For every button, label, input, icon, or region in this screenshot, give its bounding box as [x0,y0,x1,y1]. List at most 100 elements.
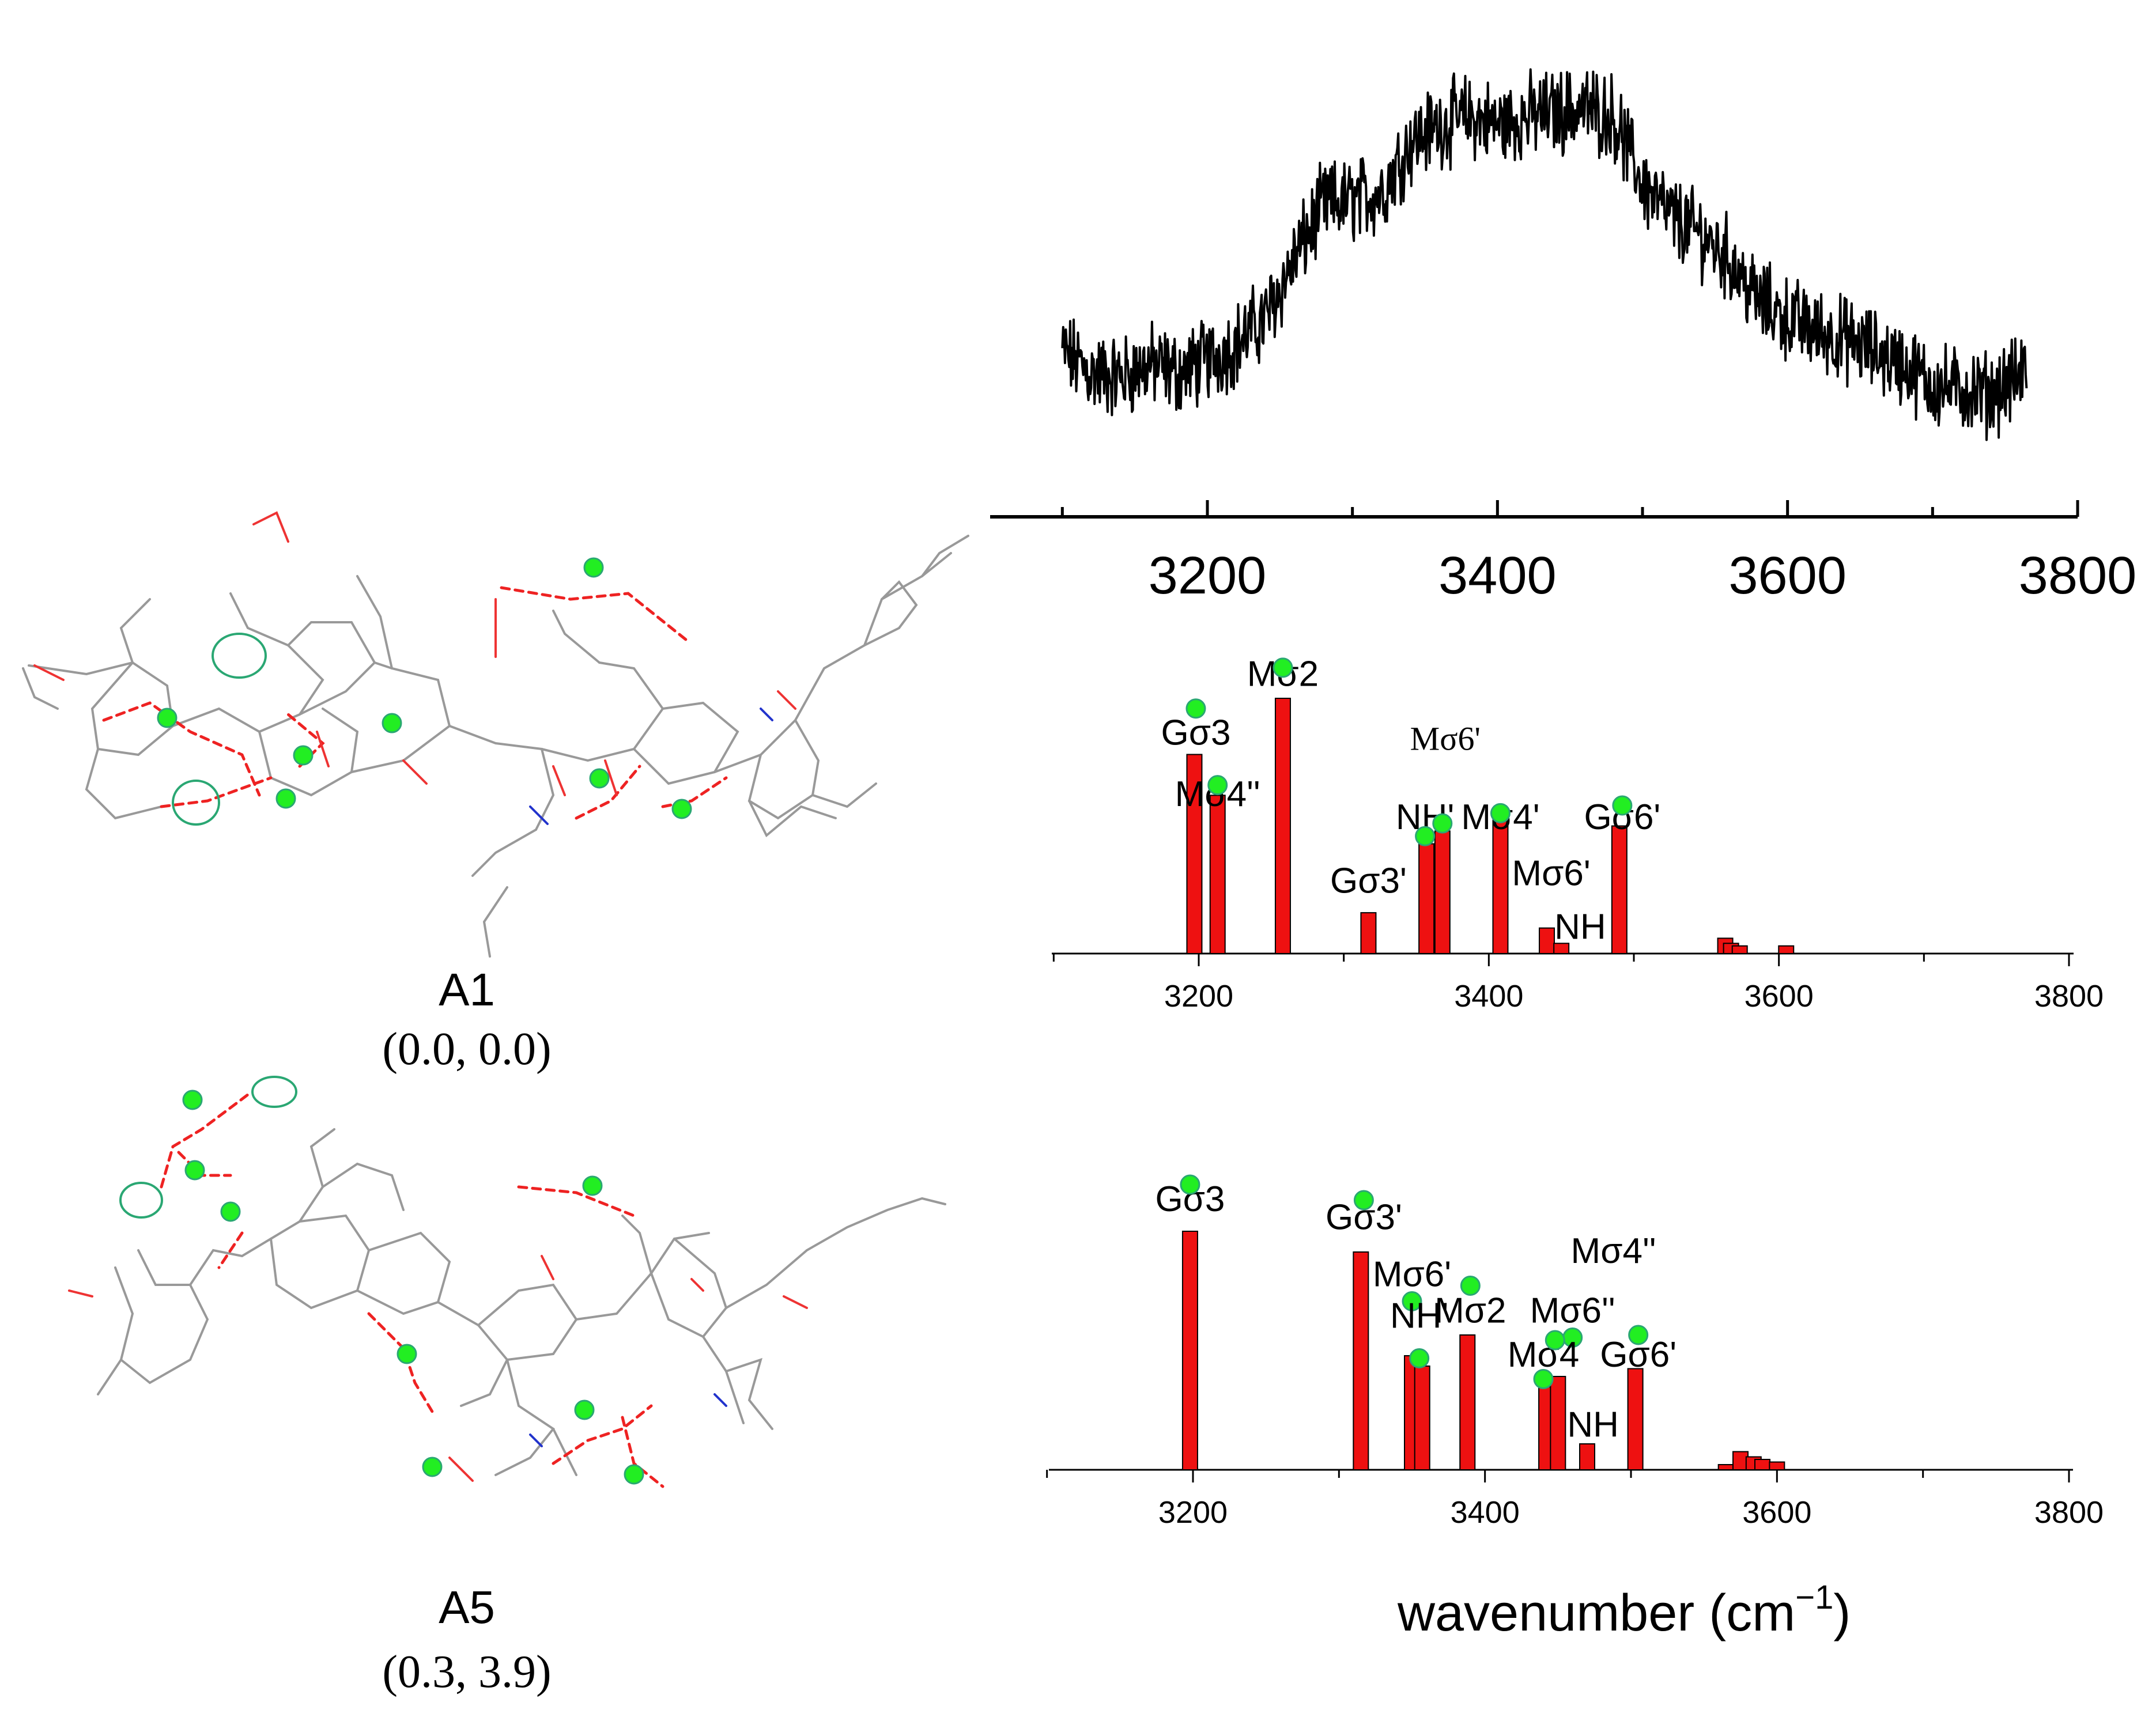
a5-hydrogen-markers [182,1090,644,1485]
a5-marker [582,1175,603,1196]
a5-tick-label: 3800 [2034,1495,2104,1530]
a1-bar [1209,795,1226,954]
a5-marker [574,1400,595,1420]
exp-tick-label: 3600 [1728,546,1847,605]
a5-bar [1181,1231,1198,1470]
a1-peak-marker [1490,803,1511,823]
a5-hydrogen-bonds [160,1093,664,1488]
a1-bar [1731,945,1748,954]
a1-structure-label: A1 [439,964,495,1015]
a1-marker [583,557,604,578]
a5-marker [182,1090,203,1110]
a1-marker [589,768,610,789]
exp-tick-label: 3200 [1149,546,1267,605]
a5-peak-marker [1180,1174,1200,1195]
a1-nitrogen-bonds [529,708,773,825]
a1-peak-marker [1185,698,1206,719]
a1-peak-marker [1273,657,1293,678]
a5-structure-energies: (0.3, 3.9) [382,1647,551,1697]
a5-highlight-ring-top [251,1076,297,1108]
a5-bar [1579,1443,1595,1470]
a5-bar [1754,1459,1770,1470]
a1-peak-marker [1432,813,1453,834]
a1-x-ticks: 3200 3400 3600 3800 [1052,954,2104,1013]
a1-hydrogen-markers [157,557,692,819]
a5-peak-label: NH [1567,1405,1619,1445]
exp-tick-label: 3400 [1438,546,1557,605]
a1-bar [1553,943,1570,955]
a1-peak-marker [1207,775,1228,796]
a1-peak-label: Gσ3' [1330,861,1407,901]
exp-tick-label: 3800 [2019,546,2137,605]
a5-bars [1181,1231,1785,1470]
a5-peak-marker [1533,1369,1554,1389]
a5-peak-label: Mσ2 [1434,1291,1506,1331]
a5-bar [1353,1251,1369,1470]
a5-peak-marker [1460,1276,1481,1296]
a1-highlight-ring-bottom [172,780,220,826]
a1-peak-marker [1415,826,1436,846]
a1-marker [382,713,402,733]
a5-peak-label: Mσ4 [1508,1335,1579,1375]
a5-tick-label: 3200 [1158,1495,1228,1530]
a1-peak-marker [1612,795,1633,816]
a1-bar [1360,912,1377,954]
molecule-a5-structure [68,1076,946,1488]
a5-skeleton-bonds [97,1128,946,1476]
a5-highlight-ring-left [119,1182,163,1219]
x-axis-title: wavenumber (cm−1) [1397,1579,1851,1642]
a5-peak-label: Mσ6'' [1530,1291,1615,1331]
exp-x-ticks: 3200 3400 3600 3800 [1060,500,2137,605]
a5-marker [220,1201,241,1222]
a5-x-ticks: 3200 3400 3600 3800 [1046,1470,2104,1530]
a5-tick-label: 3600 [1742,1495,1811,1530]
a1-highlight-ring-top [212,633,267,679]
a5-tick-label: 3400 [1451,1495,1520,1530]
a5-nitrogen-bonds [529,1393,727,1447]
a1-marker [293,745,314,766]
a5-peak-marker [1409,1348,1430,1368]
x-axis-title-superscript: −1 [1795,1579,1833,1616]
a1-tick-label: 3200 [1164,979,1233,1013]
a1-tick-label: 3800 [2034,979,2104,1013]
a5-peak-label: Mσ6' [1373,1255,1451,1295]
experimental-spectrum-line [1061,68,2028,441]
a5-calculated-spectrum-panel: 3200 3400 3600 3800 Gσ3 Gσ3'Mσ6'NH'Mσ2 Mσ6''M… [1046,1174,2104,1530]
a5-peak-marker [1353,1190,1374,1211]
a1-bar [1492,820,1509,955]
a5-bar [1717,1464,1734,1470]
a5-marker [184,1160,205,1181]
a1-structure-energies: (0.0, 0.0) [382,1024,551,1075]
a1-bars [1186,698,1795,955]
a1-bar [1611,825,1628,954]
a1-tick-label: 3600 [1745,979,1814,1013]
a5-bar [1459,1334,1476,1470]
a5-marker [624,1464,644,1485]
a5-bar [1550,1376,1566,1470]
a5-peak-marker [1628,1325,1649,1345]
a1-bar [1274,698,1291,954]
molecule-a1-structure [22,511,969,958]
a1-bar [1186,754,1203,954]
a1-marker [157,708,178,728]
a1-peak-label: NH [1554,907,1606,947]
a5-peak-marker [1545,1330,1565,1351]
a1-hydrogen-bonds [102,586,728,820]
a5-structure-label: A5 [439,1582,495,1633]
a1-peak-label: Gσ3 [1161,713,1230,753]
a1-marker [275,788,296,809]
a5-marker [422,1457,443,1477]
a5-peak-label: NH' [1390,1296,1448,1336]
a1-peak-label: Mσ6' [1410,720,1481,757]
a5-oxygen-bonds [68,1255,808,1482]
a1-oxygen-bonds [33,511,796,796]
a5-bar [1627,1368,1644,1470]
a5-peak-label: Mσ4'' [1571,1231,1656,1271]
a1-bar [1434,830,1451,954]
a1-tick-label: 3400 [1454,979,1523,1013]
a1-peak-label: Mσ6' [1512,853,1590,893]
a1-skeleton-bonds [22,535,969,958]
